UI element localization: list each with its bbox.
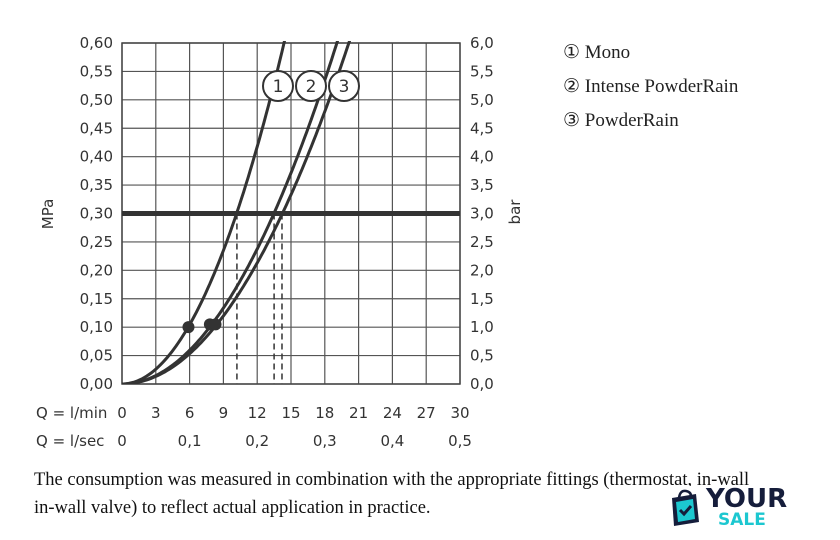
curve-label-2: 2	[306, 77, 317, 97]
y-tick-right: 3,0	[470, 205, 494, 223]
x-tick-primary: 15	[281, 404, 300, 422]
x-axis-secondary-label: Q = l/sec	[36, 432, 104, 450]
y-tick-right: 2,5	[470, 233, 494, 251]
x-tick-secondary: 0,4	[380, 432, 404, 450]
y-tick-right: 1,5	[470, 290, 494, 308]
curve-label-1: 1	[273, 77, 284, 97]
caption-line-1: The consumption was measured in combinat…	[34, 470, 750, 490]
x-tick-secondary: 0,2	[245, 432, 269, 450]
yoursale-logo: YOUR SALE	[666, 484, 816, 532]
legend-entry-intense-powderrain: ② Intense PowderRain	[563, 76, 739, 97]
logo-word: YOUR	[706, 484, 788, 514]
x-axis-primary-label: Q = l/min	[36, 404, 107, 422]
y-tick-right: 5,0	[470, 91, 494, 109]
y-tick-left: 0,50	[80, 91, 113, 109]
chart-legend: ① Mono ② Intense PowderRain ③ PowderRain	[563, 42, 739, 131]
x-tick-secondary: 0	[117, 432, 127, 450]
x-tick-primary: 24	[383, 404, 402, 422]
y-tick-right: 5,5	[470, 62, 494, 80]
curve-label-circle-3	[328, 70, 360, 102]
chart-curves: 1 2 3	[122, 41, 360, 384]
legend-entry-mono: ① Mono	[563, 42, 630, 63]
legend-entry-powderrain: ③ PowderRain	[563, 110, 679, 131]
y-tick-right: 2,0	[470, 261, 494, 279]
curve-label-3: 3	[339, 77, 350, 97]
x-tick-primary: 30	[450, 404, 469, 422]
logo-sub: SALE	[718, 510, 766, 530]
series-point-1	[182, 321, 195, 334]
y-tick-left: 0,05	[80, 347, 113, 365]
y-tick-left: 0,40	[80, 148, 113, 166]
y-tick-left: 0,60	[80, 34, 113, 52]
x-tick-secondary: 0,3	[313, 432, 337, 450]
y-tick-left: 0,55	[80, 62, 113, 80]
y-tick-left: 0,45	[80, 119, 113, 137]
x-tick-primary: 12	[248, 404, 267, 422]
x-tick-primary: 6	[185, 404, 195, 422]
shopping-bag-icon	[672, 489, 699, 526]
series-curve-1	[122, 41, 287, 384]
caption: The consumption was measured in combinat…	[34, 466, 824, 522]
y-tick-left: 0,00	[80, 375, 113, 393]
chart-ticks: 0,000,050,100,150,200,250,300,350,400,45…	[80, 34, 494, 450]
y-tick-right: 0,5	[470, 347, 494, 365]
x-tick-primary: 9	[219, 404, 229, 422]
y-tick-right: 1,0	[470, 318, 494, 336]
x-tick-primary: 3	[151, 404, 161, 422]
y-tick-right: 0,0	[470, 375, 494, 393]
chart-guides	[122, 211, 460, 384]
y-tick-left: 0,35	[80, 176, 113, 194]
x-tick-primary: 27	[417, 404, 436, 422]
x-tick-primary: 21	[349, 404, 368, 422]
x-tick-primary: 18	[315, 404, 334, 422]
y-tick-left: 0,15	[80, 290, 113, 308]
y-tick-right: 4,5	[470, 119, 494, 137]
y-tick-right: 3,5	[470, 176, 494, 194]
x-tick-secondary: 0,5	[448, 432, 472, 450]
y-tick-left: 0,20	[80, 261, 113, 279]
caption-line-2: in-wall valve) to reflect actual applica…	[34, 498, 431, 518]
x-tick-primary: 0	[117, 404, 127, 422]
series-curve-3	[122, 41, 352, 384]
curve-label-circle-1	[262, 70, 294, 102]
y-tick-left: 0,10	[80, 318, 113, 336]
y-tick-left: 0,30	[80, 205, 113, 223]
y-axis-label-right: bar	[506, 199, 524, 225]
y-axis-label-left: MPa	[39, 199, 57, 230]
y-tick-left: 0,25	[80, 233, 113, 251]
curve-label-circle-2	[295, 70, 327, 102]
series-point-3	[209, 318, 222, 331]
x-tick-secondary: 0,1	[178, 432, 202, 450]
y-tick-right: 6,0	[470, 34, 494, 52]
y-tick-right: 4,0	[470, 148, 494, 166]
